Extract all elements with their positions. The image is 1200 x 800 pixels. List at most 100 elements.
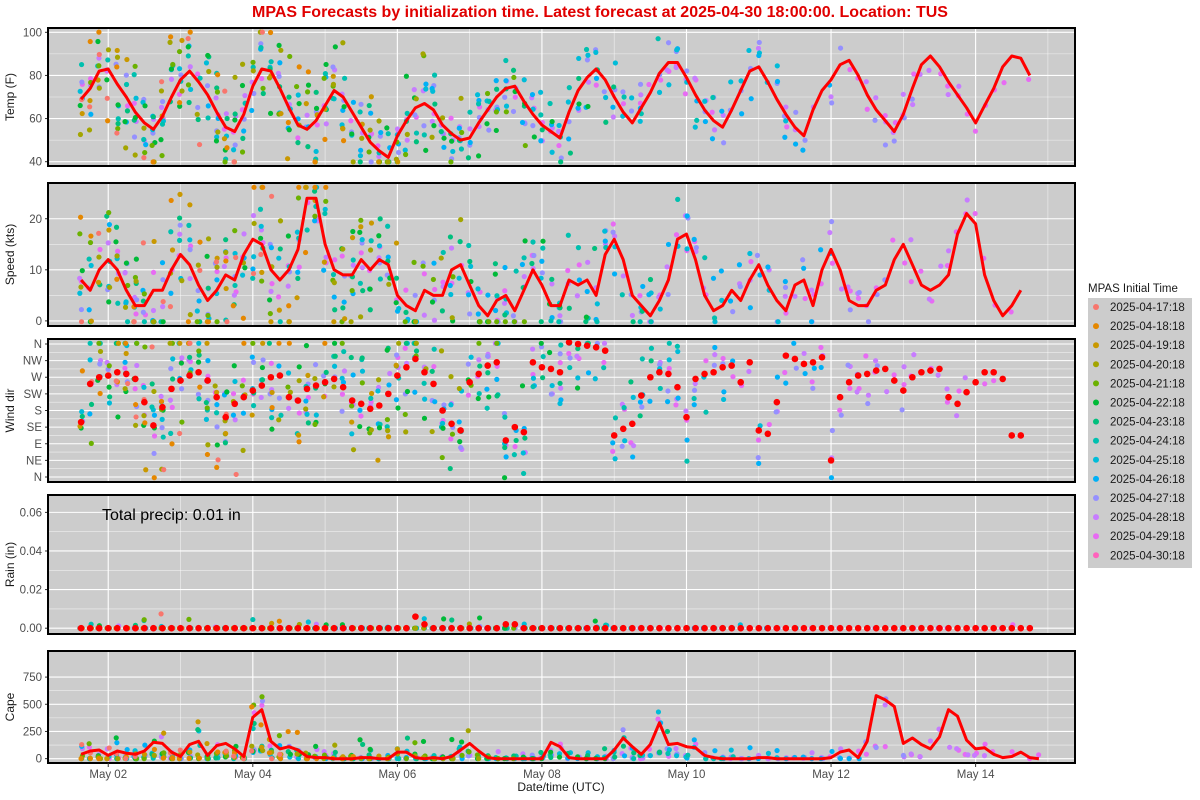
legend-swatch bbox=[1093, 495, 1099, 501]
ensemble-point bbox=[230, 391, 237, 397]
ensemble-point bbox=[276, 417, 282, 423]
legend-swatch bbox=[1093, 342, 1099, 349]
ensemble-point bbox=[358, 147, 364, 153]
ensemble-point bbox=[808, 319, 815, 325]
ensemble-point bbox=[558, 155, 564, 161]
latest-forecast-point bbox=[421, 621, 428, 628]
ensemble-point bbox=[657, 362, 663, 368]
ensemble-point bbox=[195, 262, 201, 268]
ensemble-point bbox=[935, 372, 941, 378]
ensemble-point bbox=[276, 255, 282, 261]
ensemble-point bbox=[682, 91, 688, 97]
ensemble-point bbox=[873, 95, 879, 101]
ensemble-point bbox=[476, 756, 482, 762]
ensemble-point bbox=[168, 229, 174, 235]
ensemble-point bbox=[168, 366, 174, 372]
ensemble-point bbox=[124, 319, 131, 325]
ensemble-point bbox=[161, 730, 167, 736]
legend-label: 2025-04-20:18 bbox=[1110, 359, 1185, 371]
y-tick-label: 250 bbox=[23, 726, 42, 738]
latest-forecast-point bbox=[538, 624, 546, 632]
ensemble-point bbox=[158, 398, 165, 405]
ensemble-point bbox=[187, 749, 193, 755]
ensemble-point bbox=[169, 441, 175, 447]
ensemble-point bbox=[601, 365, 607, 371]
ensemble-point bbox=[214, 268, 220, 275]
ensemble-point bbox=[610, 448, 616, 454]
ensemble-point bbox=[323, 254, 329, 260]
ensemble-point bbox=[79, 368, 85, 374]
latest-forecast-point bbox=[601, 624, 609, 632]
ensemble-point bbox=[367, 127, 373, 133]
latest-forecast-point bbox=[854, 624, 862, 632]
ensemble-point bbox=[78, 284, 84, 290]
ensemble-point bbox=[312, 421, 318, 427]
ensemble-point bbox=[294, 83, 300, 90]
ensemble-point bbox=[548, 749, 554, 755]
latest-forecast-point bbox=[963, 388, 970, 396]
ensemble-point bbox=[114, 253, 120, 259]
latest-forecast-point bbox=[538, 363, 546, 371]
ensemble-point bbox=[357, 280, 363, 286]
ensemble-point bbox=[295, 195, 302, 201]
ensemble-point bbox=[655, 709, 662, 715]
ensemble-point bbox=[195, 116, 201, 123]
ensemble-point bbox=[330, 271, 337, 278]
latest-forecast-point bbox=[366, 624, 374, 632]
latest-forecast-point bbox=[683, 624, 690, 632]
ensemble-point bbox=[800, 257, 806, 263]
ensemble-point bbox=[303, 101, 309, 107]
ensemble-point bbox=[96, 85, 102, 91]
ensemble-point bbox=[295, 135, 301, 141]
ensemble-point bbox=[276, 395, 282, 401]
ensemble-point bbox=[465, 361, 471, 367]
ensemble-point bbox=[222, 159, 228, 165]
ensemble-point bbox=[258, 722, 264, 728]
ensemble-point bbox=[213, 389, 220, 395]
ensemble-point bbox=[269, 756, 275, 762]
ensemble-point bbox=[648, 319, 654, 325]
ensemble-point bbox=[421, 312, 427, 318]
ensemble-point bbox=[369, 390, 375, 397]
ensemble-point bbox=[637, 413, 643, 419]
ensemble-point bbox=[818, 344, 824, 351]
ensemble-point bbox=[448, 245, 455, 251]
latest-forecast-point bbox=[881, 624, 889, 632]
ensemble-point bbox=[665, 40, 672, 46]
ensemble-point bbox=[134, 362, 140, 369]
x-axis-title: Date/time (UTC) bbox=[517, 780, 604, 794]
ensemble-point bbox=[149, 142, 155, 149]
latest-forecast-point bbox=[628, 420, 636, 428]
ensemble-point bbox=[78, 306, 85, 313]
y-tick-label: NE bbox=[26, 455, 42, 467]
ensemble-point bbox=[548, 318, 554, 324]
ensemble-point bbox=[438, 348, 445, 354]
ensemble-point bbox=[296, 364, 302, 370]
ensemble-point bbox=[720, 396, 727, 403]
ensemble-point bbox=[159, 425, 165, 431]
ensemble-point bbox=[447, 234, 454, 240]
ensemble-point bbox=[556, 142, 562, 149]
ensemble-point bbox=[754, 252, 761, 258]
ensemble-point bbox=[396, 305, 402, 312]
ensemble-point bbox=[142, 103, 148, 109]
latest-forecast-point bbox=[240, 624, 248, 632]
legend-label: 2025-04-25:18 bbox=[1110, 455, 1185, 467]
ensemble-point bbox=[323, 61, 329, 68]
latest-forecast-point bbox=[818, 624, 826, 632]
ensemble-point bbox=[331, 384, 337, 390]
ensemble-point bbox=[177, 191, 183, 197]
latest-forecast-point bbox=[999, 375, 1007, 383]
ensemble-point bbox=[367, 307, 373, 313]
ensemble-point bbox=[566, 305, 572, 311]
ensemble-point bbox=[131, 71, 137, 78]
ensemble-point bbox=[711, 315, 718, 321]
latest-forecast-point bbox=[701, 370, 708, 378]
ensemble-point bbox=[348, 118, 354, 124]
latest-forecast-point bbox=[168, 385, 175, 393]
ensemble-point bbox=[330, 64, 336, 70]
ensemble-point bbox=[583, 46, 590, 53]
ensemble-point bbox=[205, 236, 212, 242]
ensemble-point bbox=[384, 416, 391, 423]
latest-forecast-point bbox=[394, 624, 401, 632]
